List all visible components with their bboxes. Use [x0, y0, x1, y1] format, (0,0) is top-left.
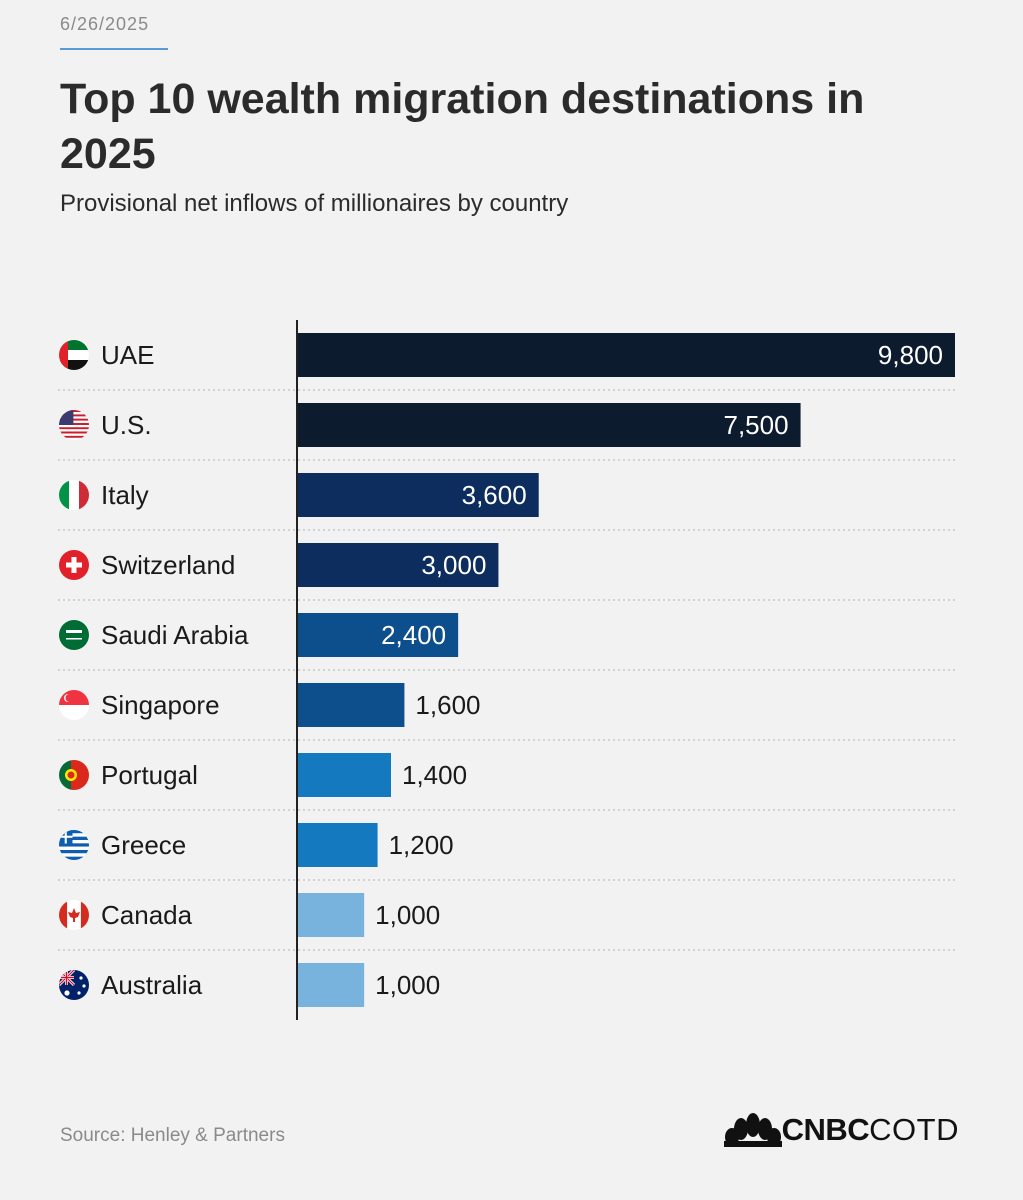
chart-row: Canada 1,000 [58, 893, 955, 951]
chart-row: Switzerland 3,000 [58, 543, 955, 601]
peacock-icon [723, 1113, 782, 1147]
category-label: Greece [101, 830, 186, 860]
logo-cnbc-text: CNBC [781, 1112, 870, 1147]
value-label: 2,400 [381, 620, 446, 650]
value-label: 1,000 [375, 900, 440, 930]
greece-flag-icon [59, 830, 89, 860]
chart-row: Australia 1,000 [59, 963, 440, 1007]
date-label: 6/26/2025 [60, 14, 150, 34]
source-note: Source: Henley & Partners [60, 1125, 285, 1146]
bar [297, 683, 405, 727]
value-label: 1,400 [402, 760, 467, 790]
value-label: 7,500 [723, 410, 788, 440]
bar [297, 473, 539, 517]
category-label: Singapore [101, 690, 220, 720]
singapore-flag-icon [59, 690, 89, 720]
bar [297, 893, 365, 937]
bar [297, 613, 459, 657]
value-label: 1,600 [415, 690, 480, 720]
chart-row: Italy 3,600 [58, 473, 955, 531]
category-label: Switzerland [101, 550, 235, 580]
category-label: Canada [101, 900, 193, 930]
bar [297, 823, 378, 867]
logo-cotd-text: COTD [869, 1112, 959, 1147]
saudi-arabia-flag-icon [59, 620, 89, 650]
bar [297, 753, 391, 797]
value-label: 9,800 [878, 340, 943, 370]
cnbc-logo: CNBC COTD [723, 1112, 959, 1148]
bar-chart: UAE 9,800 U.S. 7,500 Italy 3,600 Switzerland 3,… [58, 320, 955, 1020]
value-label: 3,000 [421, 550, 486, 580]
chart-row: UAE 9,800 [58, 333, 955, 391]
chart-row: U.S. 7,500 [58, 403, 955, 461]
category-label: U.S. [101, 410, 152, 440]
uae-flag-icon [59, 340, 89, 370]
date-underline [60, 48, 168, 50]
canada-flag-icon [59, 900, 89, 930]
category-label: Portugal [101, 760, 198, 790]
category-label: UAE [101, 340, 154, 370]
category-label: Italy [101, 480, 149, 510]
category-label: Australia [101, 970, 203, 1000]
chart-row: Saudi Arabia 2,400 [58, 613, 955, 671]
bar [297, 543, 499, 587]
value-label: 3,600 [462, 480, 527, 510]
us-flag-icon [59, 410, 89, 440]
chart-row: Portugal 1,400 [58, 753, 955, 811]
chart-title: Top 10 wealth migration destinations in … [60, 75, 865, 178]
italy-flag-icon [59, 480, 89, 510]
category-label: Saudi Arabia [101, 620, 249, 650]
australia-flag-icon [59, 970, 89, 1000]
chart-row: Greece 1,200 [58, 823, 955, 881]
portugal-flag-icon [59, 760, 89, 790]
bar [297, 403, 801, 447]
value-label: 1,200 [389, 830, 454, 860]
value-label: 1,000 [375, 970, 440, 1000]
chart-subtitle: Provisional net inflows of millionaires … [60, 190, 569, 217]
bar [297, 333, 955, 377]
chart-row: Singapore 1,600 [58, 683, 955, 741]
switzerland-flag-icon [59, 550, 89, 580]
bar [297, 963, 365, 1007]
